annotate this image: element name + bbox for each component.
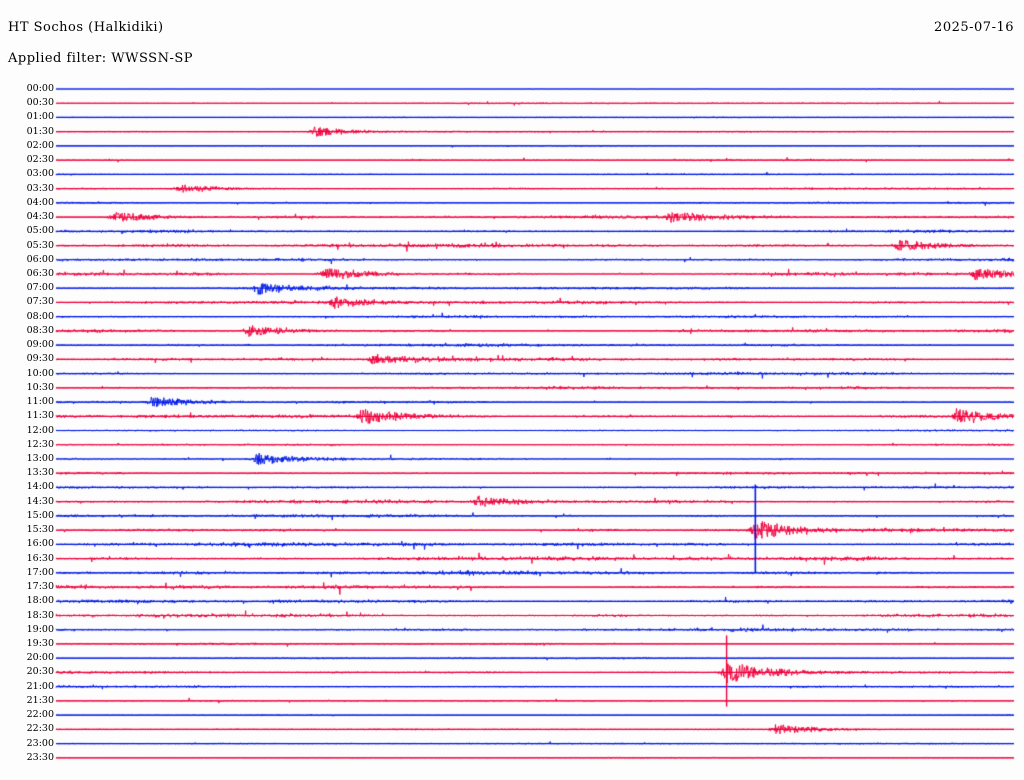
time-label: 22:00 — [26, 709, 54, 721]
time-label: 00:00 — [26, 83, 54, 94]
time-label: 14:30 — [26, 495, 54, 507]
helicorder-plot: 00:00 00:30 01:00 01:30 02:00 02:30 03:00 03:30… — [0, 78, 1024, 773]
time-label: 13:00 — [26, 452, 54, 464]
time-label: 15:30 — [26, 524, 54, 536]
time-label: 07:30 — [26, 296, 54, 308]
time-label: 17:30 — [26, 581, 54, 593]
time-label: 11:30 — [26, 410, 54, 422]
time-label: 06:00 — [26, 253, 54, 265]
time-label: 16:30 — [26, 552, 54, 564]
time-label: 05:00 — [26, 225, 54, 237]
time-axis: 00:00 00:30 01:00 01:30 02:00 02:30 03:00 03:30… — [0, 78, 54, 773]
time-label: 21:00 — [26, 680, 54, 692]
time-label: 13:30 — [26, 467, 54, 479]
time-label: 08:00 — [26, 310, 54, 322]
time-label: 12:30 — [26, 438, 54, 450]
time-label: 04:30 — [26, 211, 54, 223]
time-label: 17:00 — [26, 566, 54, 578]
time-label: 19:00 — [26, 623, 54, 635]
time-label: 23:00 — [26, 737, 54, 749]
time-label: 23:30 — [26, 751, 54, 763]
time-label: 20:30 — [26, 666, 54, 678]
time-label: 18:00 — [26, 595, 54, 607]
time-label: 11:00 — [26, 396, 54, 408]
time-label: 12:00 — [26, 424, 54, 436]
time-label: 01:30 — [26, 125, 54, 137]
record-date: 2025-07-16 — [934, 20, 1014, 35]
page-title: HT Sochos (Halkidiki) — [8, 20, 164, 35]
time-label: 00:30 — [26, 97, 54, 109]
time-label: 09:00 — [26, 339, 54, 351]
time-label: 01:00 — [26, 111, 54, 123]
time-label: 03:30 — [26, 182, 54, 194]
time-label: 06:30 — [26, 267, 54, 279]
time-label: 19:30 — [26, 637, 54, 649]
time-label: 18:30 — [26, 609, 54, 621]
seismogram-traces — [0, 78, 1024, 773]
time-label: 10:00 — [26, 367, 54, 379]
time-label: 16:00 — [26, 538, 54, 550]
time-label: 21:30 — [26, 694, 54, 706]
time-label: 22:30 — [26, 723, 54, 735]
time-label: 04:00 — [26, 196, 54, 208]
time-label: 09:30 — [26, 353, 54, 365]
time-label: 08:30 — [26, 324, 54, 336]
time-label: 02:00 — [26, 139, 54, 151]
applied-filter-label: Applied filter: WWSSN-SP — [8, 51, 193, 66]
time-label: 15:00 — [26, 509, 54, 521]
time-label: 05:30 — [26, 239, 54, 251]
time-label: 14:00 — [26, 481, 54, 493]
time-label: 10:30 — [26, 381, 54, 393]
time-label: 02:30 — [26, 154, 54, 166]
time-label: 07:00 — [26, 282, 54, 294]
time-label: 03:00 — [26, 168, 54, 180]
time-label: 20:00 — [26, 652, 54, 664]
